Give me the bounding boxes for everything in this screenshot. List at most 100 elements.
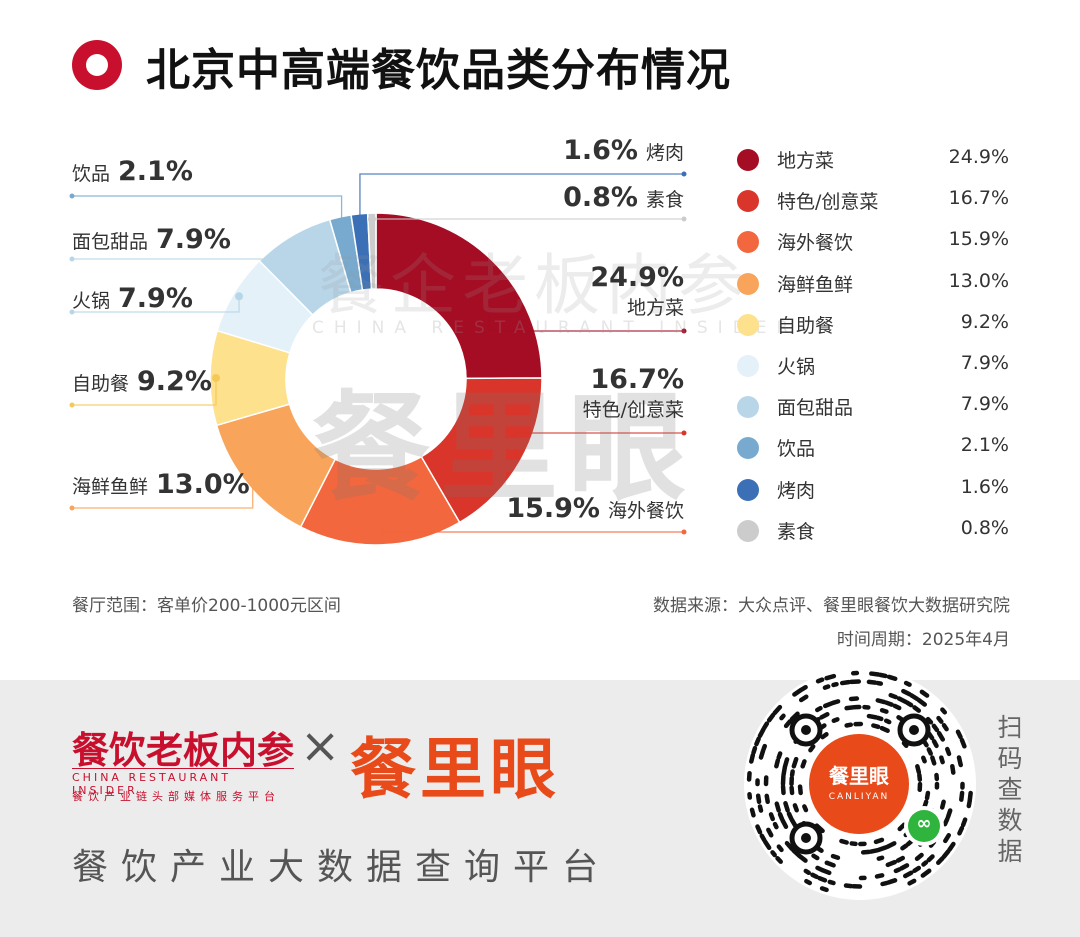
- qr-pattern: [746, 670, 973, 893]
- legend-value: 13.0%: [948, 269, 1009, 292]
- callout-end-2: [681, 529, 687, 535]
- legend-label: 自助餐: [777, 314, 835, 337]
- qr-dot: [903, 680, 912, 687]
- qr-dot: [902, 870, 914, 879]
- legend-swatch: [737, 231, 759, 254]
- callout-1: 16.7% 特色/创意菜: [583, 364, 684, 422]
- qr-dot: [799, 684, 808, 692]
- qr-dot: [936, 856, 945, 865]
- qr-dot: [879, 707, 889, 714]
- qr-dot: [917, 772, 923, 782]
- qr-dot: [824, 673, 837, 681]
- callout-6: 面包甜品 7.9%: [72, 224, 231, 255]
- qr-dot: [819, 886, 829, 893]
- qr-dot: [922, 799, 929, 809]
- callout-anchor-3: [248, 476, 257, 485]
- callout-end-7: [69, 193, 75, 199]
- callout-end-5: [69, 309, 75, 315]
- qr-finder-dot: [801, 725, 811, 735]
- qr-dot: [966, 799, 972, 809]
- scan-char: 数: [997, 806, 1023, 835]
- qr-dot: [939, 799, 946, 810]
- qr-dot: [796, 853, 808, 863]
- qr-dot: [888, 692, 898, 700]
- legend-label: 海外餐饮: [777, 232, 854, 255]
- qr-dot: [945, 808, 953, 820]
- qr-dot: [892, 703, 902, 711]
- qr-dot: [959, 790, 965, 802]
- callout-end-3: [69, 505, 75, 511]
- watermark-partner-en: CHINA RESTAURANT INSIDER: [312, 318, 799, 338]
- legend-label: 面包甜品: [777, 397, 854, 420]
- qr-code-icon[interactable]: 餐里眼 CANLIYAN ∞: [744, 668, 976, 900]
- qr-dot: [772, 821, 779, 830]
- qr-dot: [797, 784, 803, 796]
- qr-dot: [791, 756, 799, 769]
- callout-value: 7.9%: [156, 224, 231, 255]
- qr-dot: [884, 700, 894, 707]
- callout-2: 15.9% 海外餐饮: [506, 493, 684, 524]
- legend-label: 烤肉: [777, 479, 816, 502]
- qr-dot: [924, 790, 931, 801]
- qr-dot: [879, 725, 890, 733]
- qr-dot: [758, 748, 766, 760]
- legend-item: 素食 0.8%: [737, 511, 1017, 552]
- callout-anchor-5: [235, 292, 244, 301]
- legend-item: 特色/创意菜 16.7%: [737, 181, 1017, 222]
- qr-dot: [802, 804, 809, 813]
- qr-dot: [784, 840, 795, 852]
- legend-swatch: [737, 354, 759, 377]
- qr-dot: [878, 672, 888, 679]
- qr-dot: [912, 705, 922, 713]
- legend-item: 火锅 7.9%: [737, 346, 1017, 387]
- qr-dot: [815, 705, 823, 713]
- qr-dot: [824, 860, 836, 868]
- qr-dot: [901, 740, 909, 749]
- qr-dot: [909, 692, 920, 702]
- callout-8: 1.6% 烤肉: [563, 135, 684, 166]
- qr-dot: [960, 817, 968, 828]
- callout-anchor-4: [212, 373, 221, 382]
- qr-dot: [831, 681, 839, 688]
- qr-dot: [782, 757, 790, 769]
- qr-dot: [774, 801, 781, 813]
- partner-logo-en: CHINA RESTAURANT INSIDER: [72, 768, 294, 797]
- callout-name: 素食: [645, 189, 684, 211]
- qr-dot: [914, 852, 924, 861]
- legend-item: 地方菜 24.9%: [737, 140, 1017, 181]
- donut-slice-9: [366, 212, 377, 290]
- qr-dot: [921, 755, 927, 764]
- qr-dot: [915, 764, 922, 775]
- qr-dot: [755, 793, 762, 805]
- qr-dot: [956, 755, 963, 768]
- qr-center-en: CANLIYAN: [828, 792, 890, 802]
- qr-dot: [819, 712, 830, 720]
- qr-dot: [941, 722, 949, 732]
- page-title: 北京中高端餐饮品类分布情况: [146, 45, 731, 96]
- scan-char: 查: [997, 775, 1023, 804]
- callout-end-1: [681, 430, 687, 436]
- qr-dot: [880, 880, 889, 887]
- qr-dot: [940, 707, 948, 715]
- callout-0: 24.9% 地方菜: [590, 262, 684, 320]
- qr-center-text: 餐里眼: [829, 764, 889, 788]
- legend-value: 16.7%: [948, 187, 1009, 210]
- qr-dot: [804, 878, 813, 886]
- qr-dot: [876, 855, 885, 861]
- qr-center-logo: 餐里眼 CANLIYAN: [809, 734, 909, 834]
- qr-dot: [792, 687, 804, 697]
- callout-line-6: [72, 241, 296, 260]
- qr-dot: [755, 824, 763, 835]
- qr-dot: [768, 812, 775, 822]
- donut-chart: [69, 171, 687, 546]
- qr-dot: [868, 847, 880, 854]
- qr-dot: [860, 849, 872, 855]
- qr-dot: [886, 674, 898, 681]
- qr-dot: [789, 711, 800, 722]
- legend-value: 24.9%: [948, 146, 1009, 168]
- legend-value: 7.9%: [960, 351, 1009, 374]
- callout-name: 饮品: [72, 163, 111, 185]
- legend-label: 海鲜鱼鲜: [777, 273, 854, 296]
- qr-dot: [819, 867, 832, 876]
- qr-dot: [757, 804, 764, 813]
